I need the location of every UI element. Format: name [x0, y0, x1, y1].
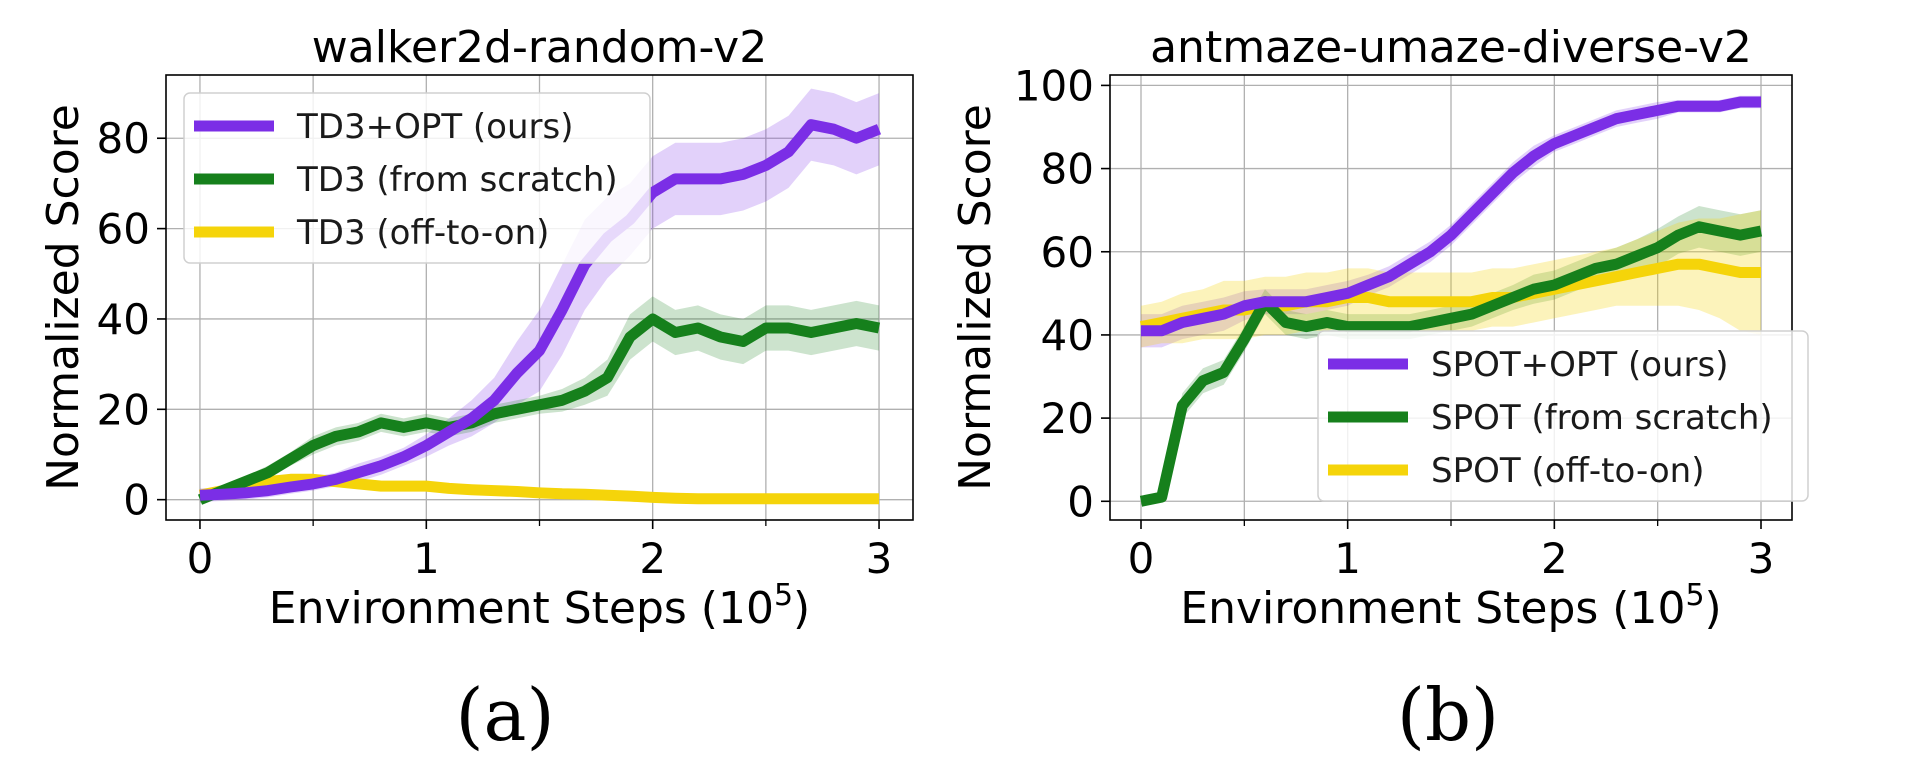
y-axis-label: Normalized Score [950, 104, 1001, 491]
x-axis-label-suffix: ) [793, 583, 810, 634]
x-axis-label-exponent: 5 [1685, 578, 1704, 613]
y-tick-label: 0 [123, 476, 150, 525]
y-tick-label: 0 [1067, 477, 1094, 526]
x-axis-label: Environment Steps (105) [269, 578, 810, 634]
y-tick-label: 40 [97, 295, 150, 344]
legend: SPOT+OPT (ours) SPOT (from scratch) SPOT (… [1317, 330, 1809, 502]
legend-entry-1: TD3+OPT (ours) [296, 107, 573, 147]
panel-caption: (b) [1397, 673, 1499, 757]
y-tick-label: 60 [1041, 228, 1094, 277]
x-tick-label: 2 [639, 534, 666, 583]
legend-box [1317, 330, 1809, 502]
x-axis-label: Environment Steps (105) [1180, 578, 1721, 634]
y-tick-label: 60 [97, 205, 150, 254]
y-axis-label: Normalized Score [38, 104, 89, 491]
y-tick-label: 80 [1041, 145, 1094, 194]
chart-2: 0 1 2 3 0 20 40 60 80 100 antmaze-umaze-diverse-v2… [950, 22, 1809, 757]
y-tick-label: 100 [1014, 61, 1094, 110]
y-tick-label: 20 [1041, 394, 1094, 443]
x-axis-label-text: Environment Steps (10 [269, 583, 774, 634]
y-tick-label: 20 [97, 385, 150, 434]
legend-entry-2: TD3 (from scratch) [296, 160, 618, 200]
legend-entry-3: SPOT (off-to-on) [1431, 451, 1704, 491]
legend: TD3+OPT (ours) TD3 (from scratch) TD3 (off… [183, 92, 651, 264]
chart-title: walker2d-random-v2 [312, 22, 767, 73]
x-tick-label: 2 [1541, 534, 1568, 583]
x-tick-label: 1 [1334, 534, 1361, 583]
x-tick-label: 3 [866, 534, 893, 583]
series-line-2 [197, 313, 881, 505]
series-line-2 [1139, 221, 1763, 507]
series-line-1 [199, 119, 882, 501]
y-tick-label: 40 [1041, 311, 1094, 360]
x-axis-label-suffix: ) [1705, 583, 1722, 634]
x-tick-label: 3 [1748, 534, 1775, 583]
x-tick-label: 1 [413, 534, 440, 583]
y-tick-label: 80 [97, 114, 150, 163]
series-line-1 [1141, 96, 1761, 337]
legend-box [183, 92, 651, 264]
band-3 [1141, 210, 1761, 348]
panel-caption: (a) [455, 673, 554, 757]
x-tick-label: 0 [187, 534, 214, 583]
legend-entry-2: SPOT (from scratch) [1431, 398, 1773, 438]
band-1 [200, 88, 879, 502]
x-tick-label: 0 [1128, 534, 1155, 583]
x-axis-label-exponent: 5 [774, 578, 793, 613]
x-axis-label-text: Environment Steps (10 [1180, 583, 1685, 634]
legend-entry-1: SPOT+OPT (ours) [1431, 345, 1729, 385]
chart-title: antmaze-umaze-diverse-v2 [1150, 22, 1752, 73]
legend-entry-3: TD3 (off-to-on) [296, 213, 549, 253]
chart-1: 0 1 2 3 0 20 40 60 80 walker2d-random-v2 Environme… [38, 22, 914, 757]
